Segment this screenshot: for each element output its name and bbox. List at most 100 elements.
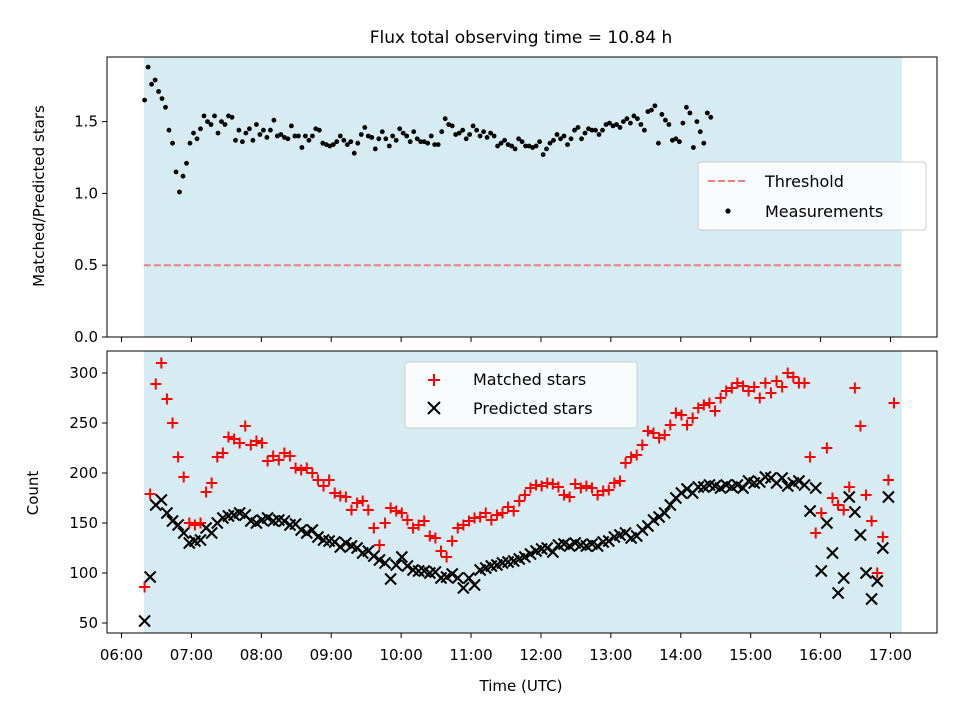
x-tick-label: 11:00 [449, 646, 492, 664]
measurement-point [470, 123, 476, 129]
measurement-point [163, 104, 168, 110]
measurement-point [544, 146, 549, 152]
y-tick-label: 100 [69, 564, 98, 582]
measurement-point [261, 127, 266, 133]
measurement-point [460, 127, 466, 133]
measurement-point [491, 133, 497, 139]
measurement-point [523, 143, 528, 149]
matched-star-point [787, 371, 799, 383]
measurement-point [198, 126, 203, 132]
matched-star-point [524, 482, 536, 494]
predicted-star-point [205, 526, 218, 540]
bottom-x-axis-label: Time (UTC) [479, 677, 563, 695]
measurement-point [631, 113, 637, 119]
measurement-point [621, 119, 626, 124]
matched-star-point [480, 507, 492, 519]
measurement-point [477, 133, 483, 139]
predicted-star-point [658, 506, 671, 520]
matched-star-point [284, 450, 296, 462]
matched-star-point [726, 382, 738, 394]
matched-star-point [401, 514, 413, 526]
legend-measurements-label: Measurements [765, 202, 883, 221]
measurement-point [233, 137, 238, 143]
matched-star-point [250, 435, 262, 447]
measurement-point [540, 152, 546, 158]
measurement-point [701, 140, 707, 146]
predicted-star-point [143, 570, 157, 584]
measurement-point [187, 140, 193, 146]
measurement-point [341, 137, 347, 143]
predicted-star-point [815, 564, 828, 578]
matched-star-point [318, 480, 330, 492]
matched-star-point [754, 392, 766, 404]
matched-star-point [312, 474, 324, 486]
measurement-point [376, 136, 382, 142]
matched-star-point [390, 505, 402, 517]
y-tick-label: 0.0 [74, 328, 98, 346]
matched-star-point [194, 517, 206, 529]
measurement-point [638, 122, 644, 127]
matched-star-point [368, 522, 380, 534]
predicted-star-point [680, 482, 694, 496]
predicted-star-point [792, 474, 806, 488]
measurement-point [656, 140, 661, 146]
measurement-point [145, 64, 151, 70]
matched-star-point [340, 491, 352, 503]
measurement-point [704, 110, 710, 116]
measurement-point [593, 127, 598, 133]
top-y-axis-label: Matched/Predicted stars [30, 105, 48, 287]
matched-star-point [429, 532, 441, 544]
measurement-point [194, 136, 200, 142]
measurement-point [379, 129, 385, 135]
matched-star-point [413, 519, 425, 531]
legend-predicted-label: Predicted stars [473, 399, 593, 418]
measurement-point [383, 136, 389, 142]
y-tick-label: 150 [69, 514, 98, 532]
predicted-star-point [166, 514, 179, 528]
measurement-point [278, 132, 284, 137]
measurement-point [152, 77, 158, 83]
matched-star-point [267, 450, 279, 462]
predicted-star-point [871, 574, 884, 588]
matched-star-point [782, 367, 794, 379]
x-tick-label: 08:00 [240, 646, 283, 664]
matched-star-point [206, 477, 218, 489]
matched-star-point [832, 499, 844, 511]
predicted-star-point [831, 586, 845, 600]
measurement-point [614, 122, 619, 127]
measurement-point [442, 116, 448, 122]
predicted-stars-series [138, 470, 895, 628]
matched-star-point [362, 504, 374, 516]
measurement-point [547, 140, 553, 146]
predicted-star-point [390, 558, 403, 572]
measurement-point [250, 137, 256, 143]
measurement-point [519, 139, 525, 145]
measurement-point [358, 132, 364, 137]
legend-measurements-marker [725, 208, 731, 214]
measurement-point [512, 146, 518, 152]
matched-star-point [648, 427, 660, 439]
measurement-point [247, 126, 252, 132]
matched-stars-series [139, 357, 900, 593]
predicted-star-point [636, 523, 649, 537]
measurement-point [264, 135, 270, 140]
matched-star-point [715, 392, 727, 404]
measurement-point [390, 133, 396, 139]
matched-star-point [497, 507, 509, 519]
measurement-point [456, 130, 462, 136]
bottom-panel: 50 100 150 200 250 300 06:00 07:00 08:00 09:00 10… [24, 350, 938, 695]
matched-star-point [262, 455, 274, 467]
matched-star-point [625, 451, 637, 463]
predicted-star-point [652, 510, 666, 524]
measurement-point [568, 136, 574, 142]
top-y-axis: 0.0 0.5 1.0 1.5 [74, 113, 107, 346]
measurement-point [509, 143, 514, 149]
measurement-point [236, 127, 242, 133]
predicted-star-point [541, 541, 554, 555]
predicted-star-point [412, 564, 425, 578]
matched-star-point [323, 474, 335, 486]
top-axes-frame [106, 56, 938, 338]
matched-star-point [569, 478, 581, 490]
bottom-y-axis-label: Count [24, 471, 42, 516]
matched-star-point [703, 397, 715, 409]
